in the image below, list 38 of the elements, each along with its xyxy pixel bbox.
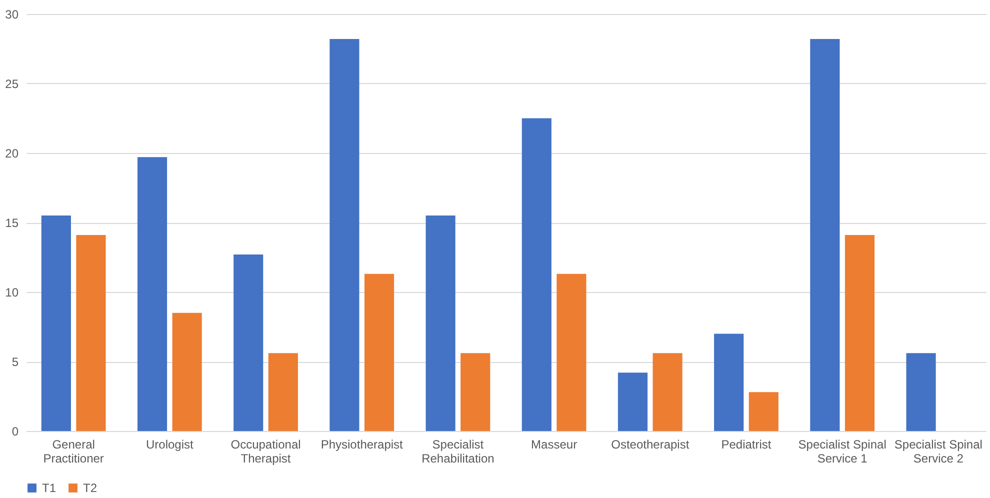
bar — [748, 392, 778, 431]
y-tick-label: 5 — [12, 355, 19, 369]
x-tick-label: General Practitioner — [43, 438, 104, 466]
x-tick-label: Specialist Spinal Service 1 — [798, 438, 886, 466]
bar — [76, 235, 106, 431]
bar — [522, 118, 552, 431]
x-tick-label: Occupational Therapist — [230, 438, 301, 466]
bar — [556, 274, 586, 431]
bar — [137, 157, 168, 431]
bar — [330, 39, 360, 431]
y-tick-label: 30 — [5, 8, 19, 22]
x-tick-label: Specialist Rehabilitation — [422, 438, 494, 466]
legend-label: T1 — [42, 481, 56, 495]
bar — [652, 353, 682, 431]
y-tick-label: 25 — [5, 77, 19, 91]
bar — [906, 353, 936, 431]
bar — [234, 254, 264, 431]
x-tick-label: Urologist — [146, 438, 194, 452]
bar — [426, 216, 456, 431]
bar — [714, 334, 744, 431]
bar — [618, 372, 648, 431]
bar — [844, 235, 875, 431]
bar — [810, 39, 840, 431]
x-tick-label: Pediatrist — [721, 438, 772, 452]
bar — [364, 274, 394, 431]
x-tick-label: Osteotherapist — [611, 438, 690, 452]
y-tick-label: 20 — [5, 146, 19, 160]
x-tick-label: Masseur — [531, 438, 578, 452]
legend-label: T2 — [83, 481, 98, 495]
x-tick-label: Specialist Spinal Service 2 — [894, 438, 982, 466]
bar — [41, 216, 71, 431]
y-tick-label: 15 — [5, 216, 19, 230]
bar — [460, 353, 490, 431]
x-tick-label: Physiotherapist — [320, 438, 404, 452]
y-tick-label: 0 — [12, 424, 19, 438]
y-tick-label: 10 — [5, 286, 19, 300]
bar — [268, 353, 298, 431]
bar — [172, 312, 202, 431]
